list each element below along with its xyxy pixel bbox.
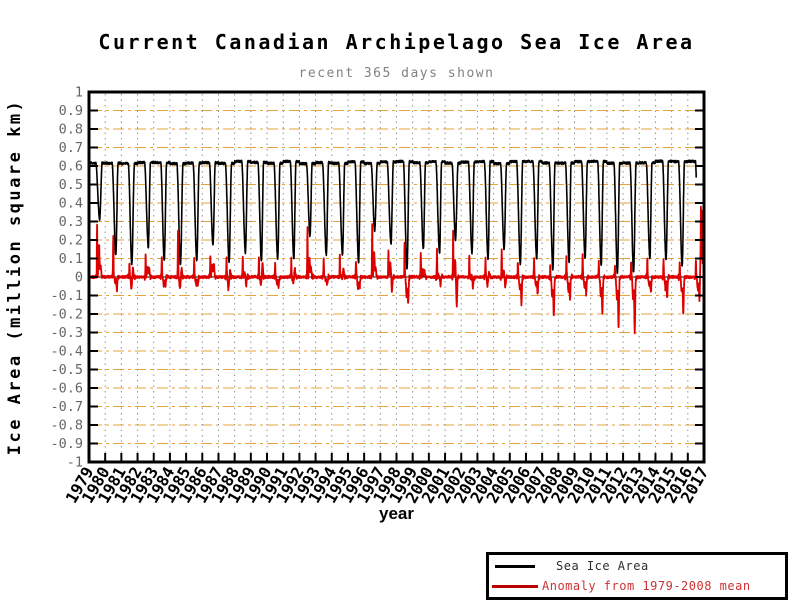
legend-label-anomaly: Anomaly from 1979-2008 mean — [542, 579, 751, 593]
svg-text:0.4: 0.4 — [59, 196, 83, 212]
svg-text:-0.6: -0.6 — [50, 381, 83, 397]
x-tick-labels: 1979198019811982198319841985198619871988… — [62, 464, 713, 507]
legend-entry-sea-ice-area: Sea Ice Area — [489, 557, 785, 575]
legend-box: Sea Ice Area Anomaly from 1979-2008 mean — [486, 552, 788, 600]
svg-text:1: 1 — [75, 85, 83, 101]
legend-line-sea-ice-area — [495, 564, 535, 568]
svg-text:-1: -1 — [67, 455, 83, 471]
y-axis-title: Ice Area (million square km) — [5, 99, 25, 456]
x-axis-title: year — [379, 504, 414, 523]
legend-label-sea-ice-area: Sea Ice Area — [556, 559, 649, 573]
axis-ticks — [88, 91, 705, 463]
svg-text:-0.3: -0.3 — [50, 325, 83, 341]
chart-title: Current Canadian Archipelago Sea Ice Are… — [98, 30, 695, 54]
svg-text:0: 0 — [75, 270, 83, 286]
svg-text:0.5: 0.5 — [59, 177, 83, 193]
svg-text:0.6: 0.6 — [59, 159, 83, 175]
svg-text:0.1: 0.1 — [59, 251, 83, 267]
y-tick-labels: 1 0.9 0.8 0.7 0.6 0.5 0.4 0.3 0.2 0.1 0 -0.1 -0.2 -0.… — [50, 85, 83, 471]
svg-text:0.3: 0.3 — [59, 214, 83, 230]
svg-text:-0.9: -0.9 — [50, 436, 83, 452]
svg-text:-0.8: -0.8 — [50, 418, 83, 434]
svg-text:-0.2: -0.2 — [50, 307, 83, 323]
svg-text:-0.7: -0.7 — [50, 399, 83, 415]
chart-subtitle: recent 365 days shown — [298, 66, 495, 81]
svg-text:-0.5: -0.5 — [50, 362, 83, 378]
svg-text:0.2: 0.2 — [59, 233, 83, 249]
svg-text:-0.1: -0.1 — [50, 288, 83, 304]
legend-entry-anomaly: Anomaly from 1979-2008 mean — [489, 577, 785, 595]
svg-text:0.7: 0.7 — [59, 140, 83, 156]
series-anomaly — [88, 205, 704, 335]
svg-text:0.9: 0.9 — [59, 103, 83, 119]
series-sea-ice-area — [88, 159, 697, 275]
legend-line-anomaly — [492, 584, 538, 588]
svg-text:0.8: 0.8 — [59, 122, 83, 138]
plot-frame — [87, 90, 706, 464]
svg-text:-0.4: -0.4 — [50, 344, 83, 360]
